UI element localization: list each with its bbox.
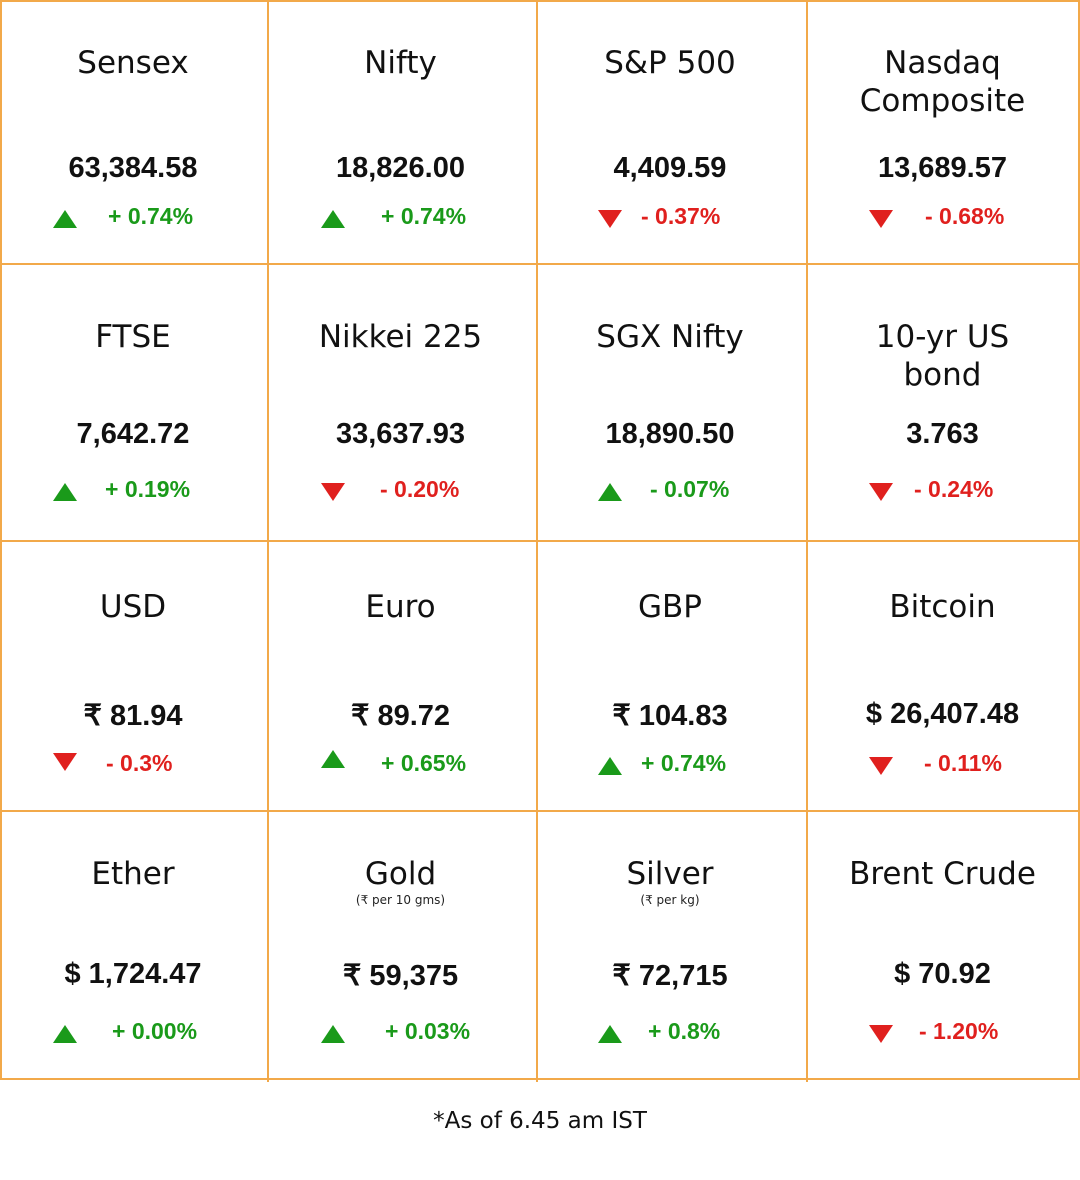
card-title: Brent Crude (849, 856, 1036, 892)
card-value: 3.763 (906, 418, 979, 450)
trend-up-icon (53, 483, 77, 501)
grid-divider (2, 263, 1080, 265)
card-change: + 0.74% (381, 203, 467, 229)
card-title: Ether (91, 856, 175, 892)
card-value: 18,826.00 (335, 152, 465, 184)
trend-down-icon (321, 483, 345, 501)
card-change: - 0.24% (914, 476, 994, 502)
card-value: $ 70.92 (894, 958, 991, 990)
card-change: - 0.07% (650, 476, 730, 502)
timestamp-note: *As of 6.45 am IST (433, 1108, 647, 1134)
market-card-euro: Euro ₹ 89.72 + 0.65% (266, 539, 535, 809)
trend-up-icon (598, 757, 622, 775)
card-title: Nikkei 225 (318, 319, 483, 355)
trend-down-icon (869, 1025, 893, 1043)
card-change: + 0.03% (385, 1018, 471, 1044)
card-change: - 0.37% (641, 203, 721, 229)
card-value: 33,637.93 (335, 418, 465, 450)
grid-divider (2, 810, 1080, 812)
market-card-nikkei-225: Nikkei 225 33,637.93 - 0.20% (266, 262, 535, 539)
card-title: Nasdaq Composite (859, 45, 1026, 119)
market-card-nifty: Nifty 18,826.00 + 0.74% (266, 0, 535, 262)
card-title: Sensex (77, 45, 189, 81)
market-card-sgx-nifty: SGX Nifty 18,890.50 - 0.07% (535, 262, 805, 539)
trend-down-icon (869, 210, 893, 228)
card-title: Euro (365, 589, 436, 625)
card-value: 13,689.57 (877, 152, 1007, 184)
card-change: + 0.74% (641, 750, 727, 776)
card-title: Gold (364, 856, 437, 892)
trend-down-icon (869, 483, 893, 501)
card-change: - 0.20% (380, 476, 460, 502)
card-value: ₹ 89.72 (350, 700, 451, 732)
market-card-ftse: FTSE 7,642.72 + 0.19% (0, 262, 266, 539)
market-card-sensex: Sensex 63,384.58 + 0.74% (0, 0, 266, 262)
market-card-usd: USD ₹ 81.94 - 0.3% (0, 539, 266, 809)
market-card-gold: Gold (₹ per 10 gms) ₹ 59,375 + 0.03% (266, 809, 535, 1080)
card-title: SGX Nifty (596, 319, 744, 355)
card-value: 63,384.58 (68, 152, 198, 184)
grid-divider (536, 2, 538, 1082)
card-change: - 0.68% (925, 203, 1005, 229)
grid-divider (267, 2, 269, 1082)
card-change: + 0.00% (112, 1018, 198, 1044)
card-value: $ 1,724.47 (64, 958, 202, 990)
trend-down-icon (598, 210, 622, 228)
card-value: ₹ 104.83 (612, 700, 728, 732)
card-unit-note: (₹ per kg) (640, 893, 700, 907)
card-change: + 0.19% (105, 476, 191, 502)
card-change: + 0.65% (381, 750, 467, 776)
trend-up-icon (53, 210, 77, 228)
card-title: S&P 500 (604, 45, 736, 81)
card-title: USD (99, 589, 167, 625)
card-value: $ 26,407.48 (865, 698, 1020, 730)
card-value: 7,642.72 (76, 418, 190, 450)
card-title: Nifty (364, 45, 437, 81)
card-value: 4,409.59 (613, 152, 727, 184)
card-title: 10-yr US bond (875, 319, 1010, 393)
card-value: ₹ 81.94 (83, 700, 183, 732)
card-unit-note: (₹ per 10 gms) (355, 893, 446, 907)
card-change: + 0.8% (648, 1018, 721, 1044)
card-change: - 0.11% (924, 750, 1002, 776)
trend-up-icon (321, 1025, 345, 1043)
card-value: 18,890.50 (605, 418, 735, 450)
grid-divider (806, 2, 808, 1082)
card-change: - 0.3% (106, 750, 173, 776)
market-card-silver: Silver (₹ per kg) ₹ 72,715 + 0.8% (535, 809, 805, 1080)
card-title: GBP (638, 589, 702, 625)
card-title: Bitcoin (889, 589, 996, 625)
market-grid (0, 0, 1080, 1082)
market-card-10-yr-us-bond: 10-yr US bond 3.763 - 0.24% (805, 262, 1080, 539)
market-card-brent-crude: Brent Crude $ 70.92 - 1.20% (805, 809, 1080, 1080)
trend-up-icon (598, 1025, 622, 1043)
card-title: FTSE (95, 319, 171, 355)
trend-up-icon (598, 483, 622, 501)
card-change: - 1.20% (919, 1018, 999, 1044)
card-change: + 0.74% (108, 203, 194, 229)
trend-up-icon (321, 210, 345, 228)
market-card-nasdaq-composite: Nasdaq Composite 13,689.57 - 0.68% (805, 0, 1080, 262)
card-value: ₹ 72,715 (612, 960, 728, 992)
market-card-gbp: GBP ₹ 104.83 + 0.74% (535, 539, 805, 809)
grid-divider (2, 540, 1080, 542)
market-card-ether: Ether $ 1,724.47 + 0.00% (0, 809, 266, 1080)
card-title: Silver (626, 856, 714, 892)
trend-up-icon (321, 750, 345, 768)
market-card-s-p-500: S&P 500 4,409.59 - 0.37% (535, 0, 805, 262)
market-card-bitcoin: Bitcoin $ 26,407.48 - 0.11% (805, 539, 1080, 809)
trend-down-icon (53, 753, 77, 771)
trend-down-icon (869, 757, 893, 775)
card-value: ₹ 59,375 (342, 960, 459, 992)
trend-up-icon (53, 1025, 77, 1043)
